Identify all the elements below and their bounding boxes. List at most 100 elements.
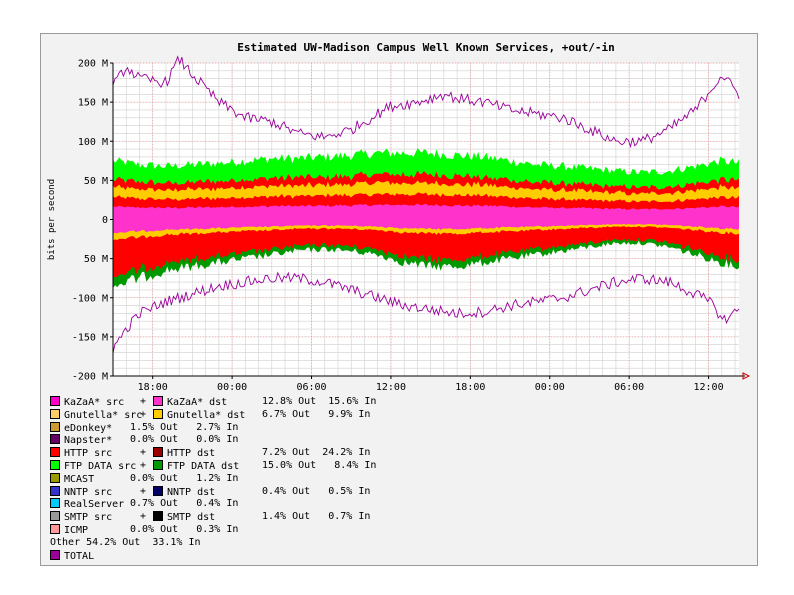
legend-row: Napster* 0.0% Out 0.0% In (50, 434, 750, 447)
legend-row: Gnutella* src + Gnutella* dst 6.7% Out 9.9%… (50, 408, 750, 423)
legend-label: Napster* (64, 435, 113, 447)
x-tick-label: 18:00 (138, 382, 168, 393)
y-tick-label: 0 (102, 215, 108, 226)
legend-row: Other 54.2% Out 33.1% In (50, 537, 750, 550)
legend-label: SMTP dst (167, 512, 216, 524)
legend-swatch (50, 472, 60, 483)
legend-swatch (50, 447, 60, 458)
legend-entry: MCAST (50, 472, 95, 487)
x-tick-label: 06:00 (614, 382, 644, 393)
chart-svg: Estimated UW-Madison Campus Well Known S… (47, 41, 751, 393)
y-tick-labels: 200 M 150 M 100 M 50 M 0 50 M -100 M -150 M -200… (72, 59, 113, 383)
legend-swatch (153, 485, 163, 496)
y-tick-label: 50 M (84, 254, 108, 265)
legend-label: NNTP src (64, 486, 113, 498)
legend-row: HTTP src + HTTP dst 7.2% Out 24.2% In (50, 447, 750, 460)
legend-row: eDonkey* 1.5% Out 2.7% In (50, 421, 750, 436)
legend-stats: 7.2% Out 24.2% In (262, 447, 371, 459)
y-tick-label: -100 M (72, 293, 108, 304)
x-tick-label: 12:00 (694, 382, 724, 393)
legend-plus: + (140, 485, 147, 497)
legend-label: KaZaA* src (64, 397, 125, 408)
legend-swatch (50, 498, 60, 509)
legend-plus: + (140, 459, 147, 471)
legend-label: Gnutella* src (64, 409, 143, 421)
legend: KaZaA* src + KaZaA* dst 12.8% Out 15.6% In G… (50, 396, 750, 562)
legend-entry: RealServer (50, 498, 124, 512)
legend-label: eDonkey* (64, 422, 113, 434)
x-tick-label: 18:00 (455, 382, 485, 393)
y-tick-label: -200 M (72, 372, 108, 383)
x-tick-label: 00:00 (217, 382, 247, 393)
legend-label: NNTP dst (167, 486, 216, 498)
x-tick-labels: 18:00 00:00 06:00 12:00 18:00 00:00 06:00 12:00 (138, 376, 724, 393)
legend-stats: 0.0% Out 0.3% In (130, 523, 239, 535)
legend-plus: + (140, 511, 147, 523)
legend-label: Gnutella* dst (167, 409, 246, 421)
legend-swatch (50, 549, 60, 560)
legend-entry: KaZaA* src (50, 396, 124, 410)
chart-title: Estimated UW-Madison Campus Well Known S… (237, 41, 615, 54)
legend-entry: HTTP dst (153, 447, 215, 461)
legend-row: NNTP src + NNTP dst 0.4% Out 0.5% In (50, 485, 750, 500)
legend-swatch (50, 421, 60, 432)
x-tick-label: 12:00 (376, 382, 406, 393)
legend-stats: 0.0% Out 1.2% In (130, 472, 239, 484)
legend-stats: 12.8% Out 15.6% In (262, 396, 377, 407)
legend-entry: Napster* (50, 434, 112, 448)
legend-swatch (50, 408, 60, 419)
y-tick-label: 200 M (78, 59, 108, 70)
legend-entry: NNTP dst (153, 485, 216, 500)
legend-row: SMTP src + SMTP dst 1.4% Out 0.7% In (50, 511, 750, 524)
total-line-in (112, 271, 740, 353)
legend-label: MCAST (64, 473, 95, 485)
legend-entry: HTTP src (50, 447, 112, 461)
legend-row: FTP DATA src + FTP DATA dst 15.0% Out 8.4% … (50, 459, 750, 474)
legend-entry: KaZaA* dst (153, 396, 227, 410)
legend-swatch (50, 523, 60, 534)
kazaa-area-out (113, 203, 739, 220)
legend-entry: SMTP dst (153, 511, 215, 525)
legend-plus: + (140, 396, 147, 407)
legend-swatch (50, 485, 60, 496)
legend-stats: 1.5% Out 2.7% In (130, 421, 239, 433)
legend-row: KaZaA* src + KaZaA* dst 12.8% Out 15.6% In (50, 396, 750, 409)
legend-row: RealServer 0.7% Out 0.4% In (50, 498, 750, 511)
legend-swatch (153, 447, 163, 458)
x-axis-arrow (742, 372, 751, 380)
legend-entry: FTP DATA src (50, 459, 136, 474)
legend-swatch (50, 396, 60, 406)
x-tick-label: 00:00 (535, 382, 565, 393)
legend-swatch (153, 459, 163, 470)
legend-swatch (153, 408, 163, 419)
y-tick-label: 150 M (78, 98, 108, 109)
legend-swatch (153, 396, 163, 406)
total-line-out (112, 55, 740, 149)
legend-entry: ICMP (50, 523, 88, 538)
legend-entry: SMTP src (50, 511, 112, 525)
legend-stats: 0.4% Out 0.5% In (262, 485, 371, 497)
legend-stats: 0.7% Out 0.4% In (130, 498, 239, 510)
legend-entry: TOTAL (50, 549, 95, 564)
legend-entry: eDonkey* (50, 421, 113, 436)
legend-swatch (50, 459, 60, 470)
y-tick-label: 50 M (84, 176, 108, 187)
legend-label: TOTAL (64, 550, 95, 562)
legend-label: SMTP src (64, 512, 113, 524)
legend-label: FTP DATA dst (167, 460, 240, 472)
legend-swatch (50, 511, 60, 522)
y-tick-label: 100 M (78, 137, 108, 148)
legend-plus: + (140, 447, 147, 459)
legend-label: RealServer (64, 499, 125, 511)
legend-row: TOTAL (50, 549, 750, 564)
legend-stats: 1.4% Out 0.7% In (262, 511, 371, 523)
legend-stats: Other 54.2% Out 33.1% In (50, 536, 201, 548)
legend-stats: 15.0% Out 8.4% In (262, 459, 377, 471)
legend-entry: Gnutella* src (50, 408, 143, 423)
legend-entry: NNTP src (50, 485, 113, 500)
legend-plus: + (140, 408, 147, 420)
legend-swatch (153, 511, 163, 522)
legend-label: KaZaA* dst (167, 397, 228, 408)
legend-entry: FTP DATA dst (153, 459, 240, 474)
x-tick-label: 06:00 (296, 382, 326, 393)
